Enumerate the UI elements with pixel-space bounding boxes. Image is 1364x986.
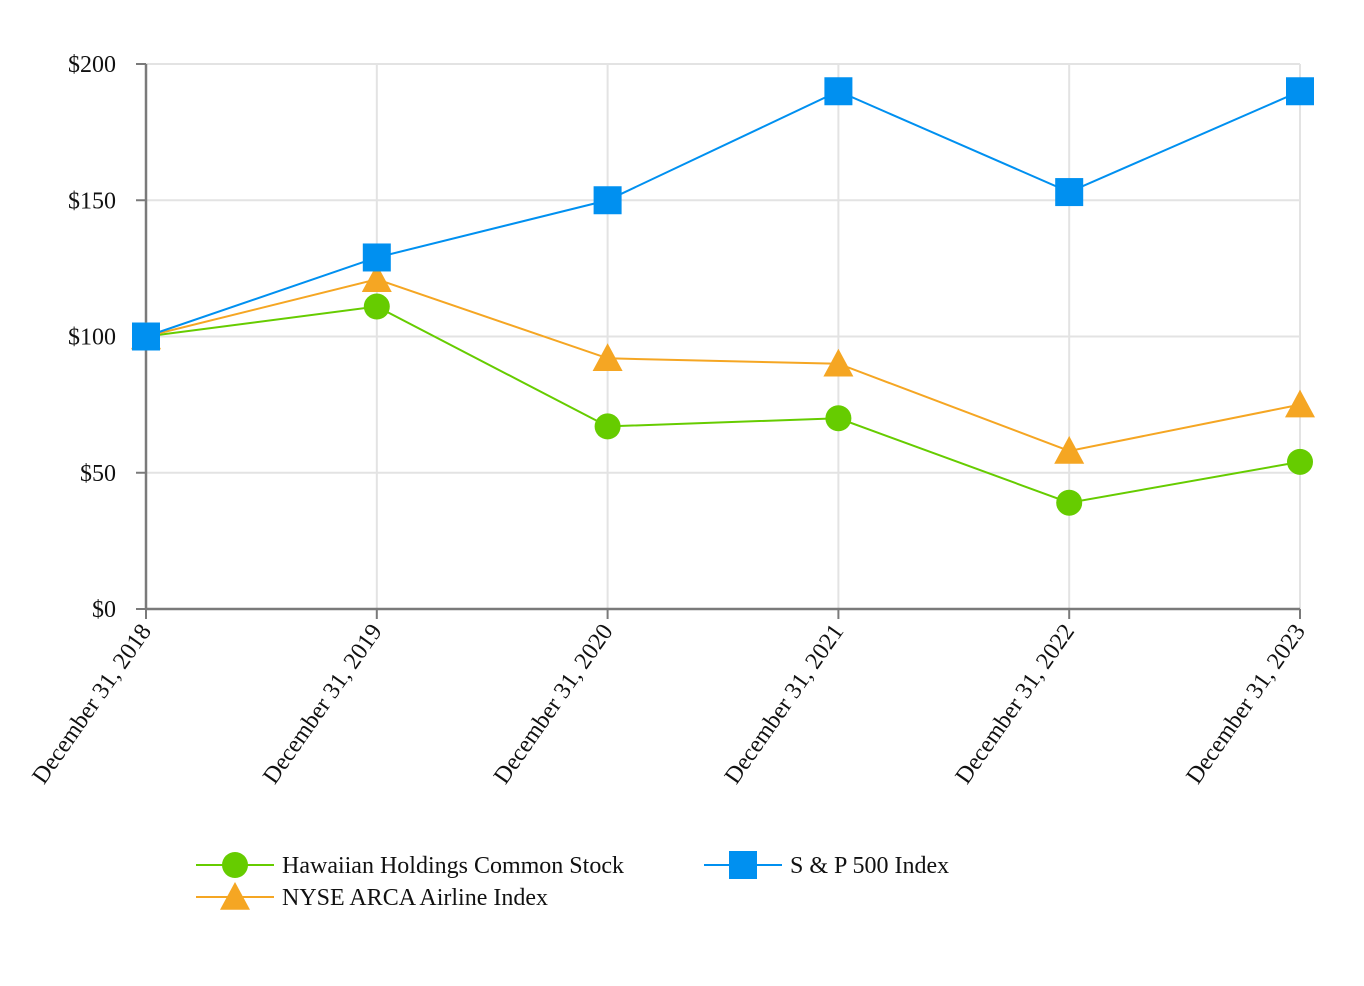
data-point-hawaiian-holdings-common-stock xyxy=(594,413,621,440)
x-tick-label: December 31, 2022 xyxy=(951,620,1080,789)
series-line-nyse-arca-airline-index xyxy=(145,278,1301,452)
data-point-nyse-arca-airline-index xyxy=(361,264,392,293)
y-tick-label: $100 xyxy=(68,325,116,351)
data-point-s-p-500-index xyxy=(1286,77,1314,106)
legend-label-nyse-arca-airline-index: NYSE ARCA Airline Index xyxy=(282,885,548,911)
x-tick-label: December 31, 2019 xyxy=(258,620,387,789)
legend-marker-s-p-500-index xyxy=(729,851,757,879)
data-point-hawaiian-holdings-common-stock xyxy=(363,293,390,320)
data-point-hawaiian-holdings-common-stock xyxy=(1287,448,1313,475)
data-point-nyse-arca-airline-index xyxy=(1285,389,1315,418)
series-line-s-p-500-index xyxy=(145,90,1301,338)
data-point-hawaiian-holdings-common-stock xyxy=(1056,489,1083,516)
x-axis-ticks: December 31, 2018 December 31, 2019 Decemb… xyxy=(27,620,1310,789)
data-point-s-p-500-index xyxy=(824,77,853,106)
y-tick-label: $200 xyxy=(68,52,116,78)
x-tick-label: December 31, 2021 xyxy=(720,620,849,789)
data-point-s-p-500-index xyxy=(362,243,391,272)
data-point-s-p-500-index xyxy=(593,186,622,215)
legend: Hawaiian Holdings Common Stock S & P 500 … xyxy=(196,851,949,911)
data-point-s-p-500-index xyxy=(132,322,160,351)
y-tick-label: $150 xyxy=(68,188,116,214)
data-point-nyse-arca-airline-index xyxy=(1054,435,1085,464)
legend-marker-nyse-arca-airline-index xyxy=(220,882,250,910)
x-tick-label: December 31, 2020 xyxy=(489,620,618,789)
y-tick-label: $50 xyxy=(80,461,116,487)
data-point-nyse-arca-airline-index xyxy=(823,348,854,377)
legend-label-hawaiian-holdings-common-stock: Hawaiian Holdings Common Stock xyxy=(282,853,624,879)
grid xyxy=(146,63,1301,609)
x-tick-label: December 31, 2018 xyxy=(27,620,156,789)
data-point-hawaiian-holdings-common-stock xyxy=(825,405,852,432)
y-axis-ticks: $0 $50 $100 $150 $200 xyxy=(68,52,116,623)
y-tick-label: $0 xyxy=(92,597,116,623)
legend-label-s-p-500-index: S & P 500 Index xyxy=(790,853,949,879)
series-line-hawaiian-holdings-common-stock xyxy=(145,305,1301,504)
legend-marker-hawaiian-holdings-common-stock xyxy=(222,852,248,878)
data-point-s-p-500-index xyxy=(1055,178,1084,207)
series xyxy=(131,77,1315,516)
data-point-nyse-arca-airline-index xyxy=(592,343,623,372)
x-tick-label: December 31, 2023 xyxy=(1181,620,1310,789)
